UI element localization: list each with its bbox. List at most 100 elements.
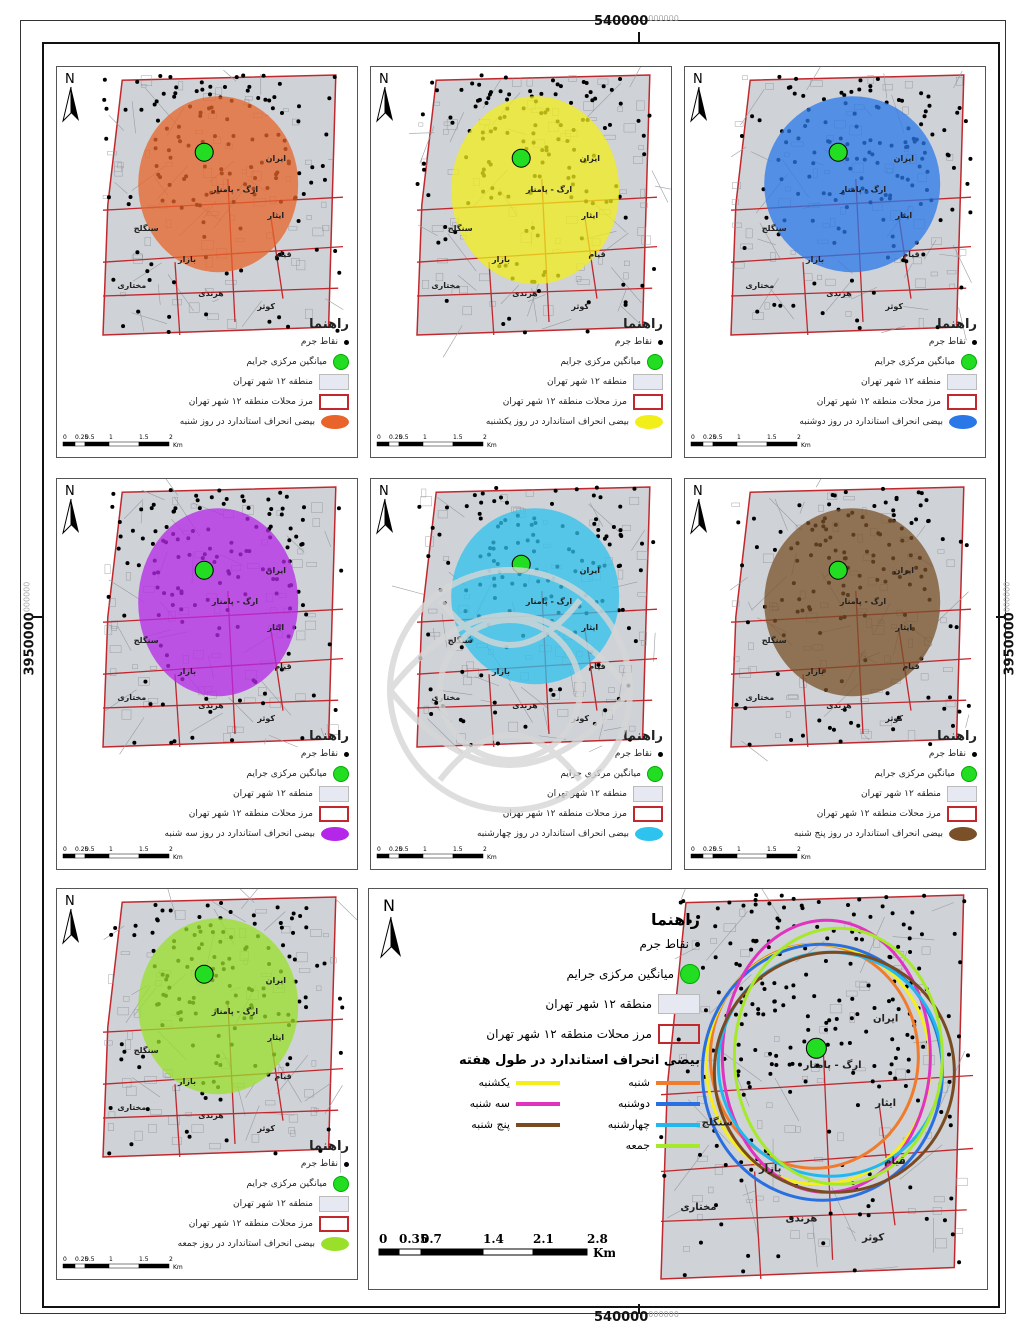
crime-point <box>946 1014 951 1019</box>
legend-label-region: منطقه ۱۲ شهر تهران <box>545 997 652 1011</box>
crime-point <box>741 1269 746 1274</box>
crime-point <box>498 89 503 94</box>
crime-point <box>891 727 896 732</box>
scale-tick-label: 0.25 <box>75 1256 89 1263</box>
scale-tick-label: 0.35 <box>399 1232 428 1246</box>
crime-point <box>812 994 817 999</box>
crime-point <box>147 278 152 283</box>
street <box>324 1085 343 1115</box>
crime-point <box>768 1071 773 1076</box>
crime-point <box>772 547 777 552</box>
crime-point <box>139 107 144 112</box>
street <box>167 274 194 312</box>
crime-point <box>434 88 439 93</box>
scale-segment <box>108 853 140 859</box>
crime-point <box>448 115 453 120</box>
week-day-label: دوشنبه <box>618 1097 650 1110</box>
block <box>918 317 924 329</box>
crime-point <box>948 1123 953 1128</box>
crime-point <box>940 537 945 542</box>
block <box>108 1123 114 1131</box>
crime-point <box>443 237 448 242</box>
crime-point <box>536 288 541 293</box>
crime-point <box>891 513 896 518</box>
block <box>787 694 798 699</box>
block <box>123 996 130 1002</box>
block <box>132 664 138 670</box>
crime-point <box>957 1260 962 1265</box>
legend-label-center: میانگین مرکزی جرایم <box>246 357 327 367</box>
block <box>636 551 649 560</box>
std-ellipse <box>451 96 620 285</box>
crime-point <box>893 1056 898 1061</box>
mean-center-marker <box>194 560 214 580</box>
crime-point <box>203 1096 208 1101</box>
neighborhood-label: سنگلج <box>134 223 159 233</box>
crime-point <box>602 536 607 541</box>
crime-point <box>789 1216 794 1221</box>
street <box>139 310 145 332</box>
crime-point <box>143 679 148 684</box>
crime-point <box>849 720 854 725</box>
day-std-ellipse <box>732 926 944 1186</box>
block <box>108 598 116 607</box>
block <box>322 225 330 232</box>
crime-point <box>816 900 821 905</box>
crime-point <box>891 508 896 513</box>
block <box>732 222 742 228</box>
crime-point <box>696 915 701 920</box>
crime-point <box>336 506 341 511</box>
crime-point <box>823 1027 828 1032</box>
block <box>297 548 304 555</box>
crime-point <box>444 505 449 510</box>
crime-point <box>886 999 891 1004</box>
block <box>818 1238 830 1247</box>
block <box>842 293 852 298</box>
crime-point <box>459 87 464 92</box>
crime-point <box>443 224 448 229</box>
block <box>679 1054 687 1062</box>
neighborhood-label: بازار <box>177 255 196 264</box>
crime-point <box>145 1107 150 1112</box>
crime-point <box>586 300 591 305</box>
north-arrow: N <box>380 896 401 959</box>
legend-row-center: میانگین مرکزی جرایم <box>486 352 663 372</box>
crime-point <box>222 85 227 90</box>
crime-point <box>224 1138 229 1143</box>
scale-tick-label: 0.5 <box>399 846 409 853</box>
crime-point <box>963 119 968 124</box>
neighborhood-label: مختاری <box>431 693 460 702</box>
crime-point <box>821 1241 826 1246</box>
crime-point <box>855 1103 860 1108</box>
block <box>849 1012 855 1023</box>
crime-point-swatch <box>972 751 977 757</box>
crime-point <box>851 1070 856 1075</box>
legend-label-ellipse: بیضی انحراف استاندارد در روز شنبه <box>179 417 315 427</box>
neighborhood-label: ارگ - پامنار <box>525 184 573 194</box>
crime-point <box>117 519 122 524</box>
block <box>829 1004 843 1014</box>
block <box>311 1060 317 1067</box>
block <box>837 1132 844 1142</box>
scale-segment <box>376 853 390 859</box>
crime-point <box>256 95 261 100</box>
crime-point <box>151 502 156 507</box>
week-legend-grid: شنبه یکشنبه دوشنبه سه شنبه چهارشنبه پنج شنبه ج… <box>420 1076 700 1152</box>
scale-segment <box>766 441 798 447</box>
block <box>117 162 124 169</box>
street <box>709 974 752 1015</box>
north-label: N <box>65 894 75 909</box>
block <box>321 201 327 208</box>
week-day-label: جمعه <box>625 1139 650 1152</box>
crime-point <box>896 1007 901 1012</box>
crime-point <box>507 92 512 97</box>
crime-point <box>332 75 337 80</box>
crime-point <box>928 742 933 747</box>
street <box>953 70 963 89</box>
street <box>747 601 753 611</box>
legend-row-points: نقاط جرم <box>165 744 349 764</box>
crime-point <box>585 329 590 334</box>
crime-point <box>596 527 601 532</box>
crime-point <box>761 1012 766 1017</box>
crime-point <box>827 725 832 730</box>
